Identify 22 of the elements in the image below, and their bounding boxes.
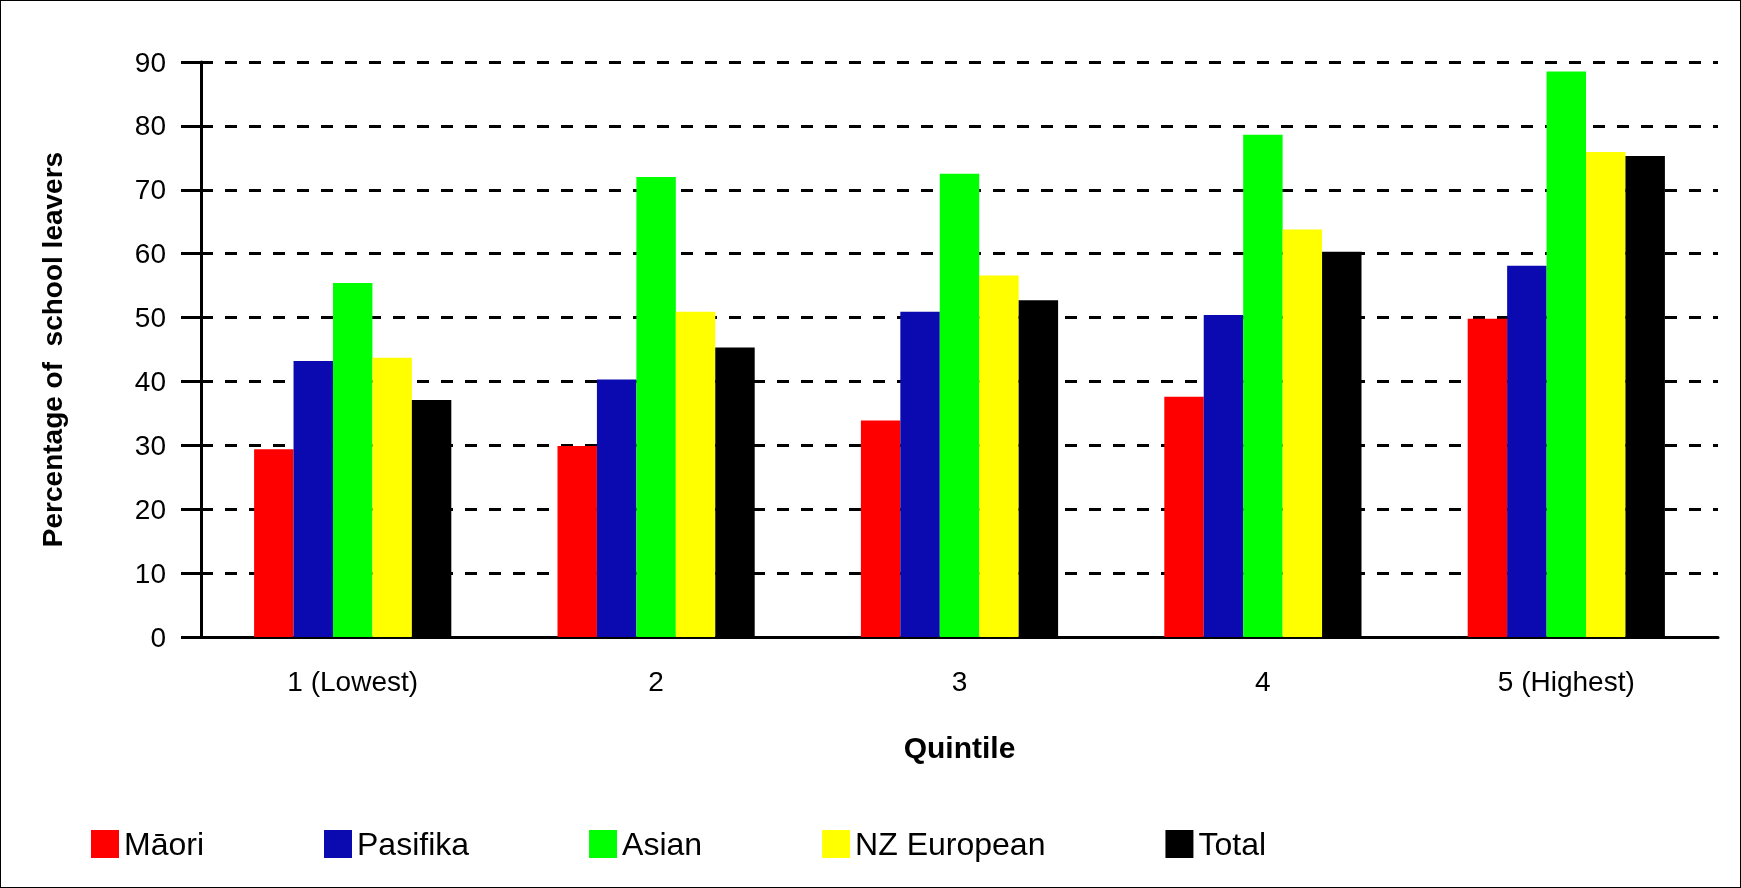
legend-label: NZ European [855,826,1046,862]
y-tick-label: 40 [134,365,166,397]
y-tick-label: 30 [134,429,166,461]
y-tick-label: 60 [134,238,166,270]
legend-label: Māori [124,826,205,862]
x-axis-title: Quintile [903,730,1016,764]
x-tick-label: 2 [648,665,664,697]
y-tick-label: 90 [134,46,166,78]
y-tick-label: 0 [150,621,166,653]
y-tick-label: 50 [134,302,166,334]
y-tick-label: 20 [134,493,166,525]
legend-label: Total [1198,826,1267,862]
x-tick-label: 4 [1255,665,1271,697]
y-tick-label: 70 [134,174,166,206]
y-tick-label: 80 [134,110,166,142]
y-axis-title: Percentage of school leavers [36,151,68,548]
x-tick-label: 3 [951,665,968,697]
legend-label: Pasifika [357,826,470,862]
x-tick-label: 1 (Lowest) [287,665,419,697]
y-tick-label: 10 [134,557,166,589]
legend-label: Asian [622,826,703,862]
x-tick-label: 5 (Highest) [1497,665,1635,697]
